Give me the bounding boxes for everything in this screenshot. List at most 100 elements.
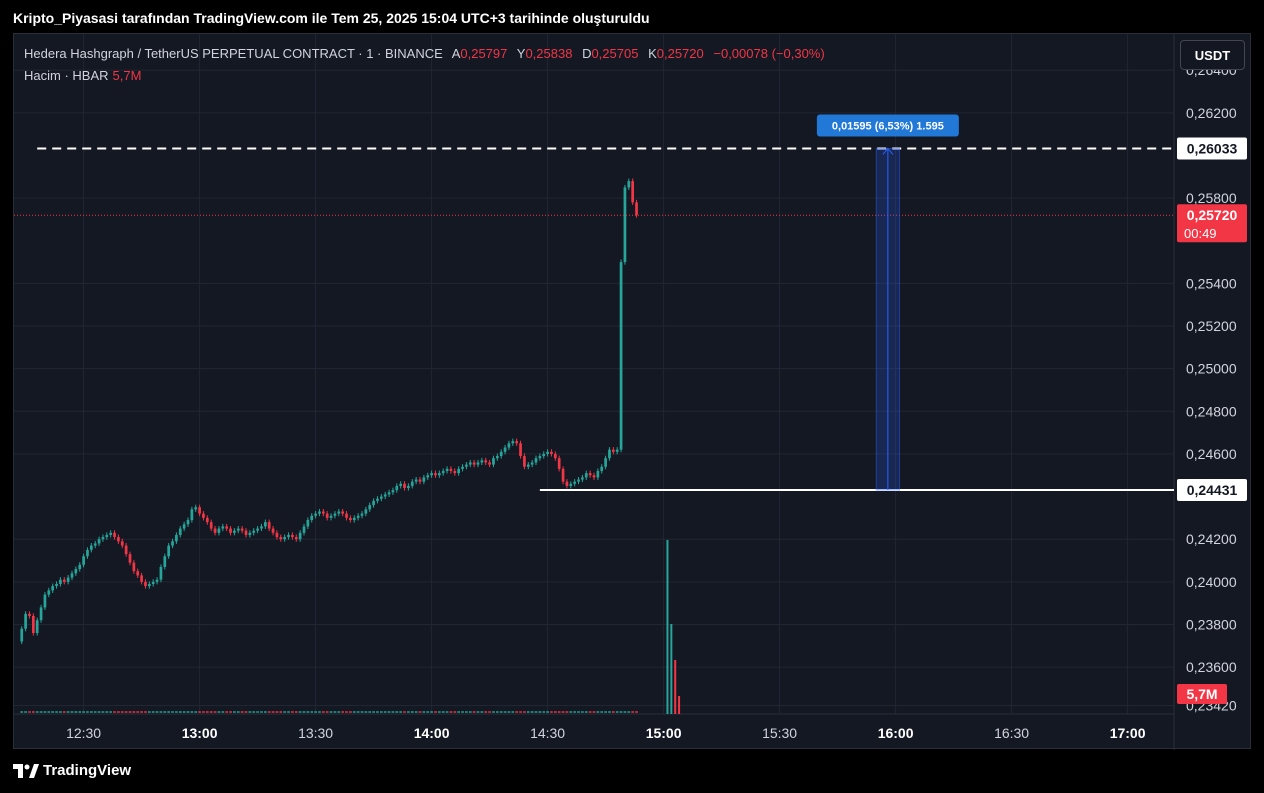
volume-bar — [151, 711, 155, 713]
volume-bar — [553, 711, 557, 713]
volume-bar — [117, 711, 120, 713]
candle-body — [298, 532, 302, 540]
candle-body — [217, 528, 221, 533]
candle-body — [546, 451, 549, 454]
candle-body — [577, 479, 580, 482]
candle-body — [225, 526, 229, 529]
close-value: 0,25720 — [656, 46, 704, 61]
volume-label[interactable]: Hacim · HBAR — [24, 68, 109, 83]
candle-body — [333, 513, 337, 516]
candle-body — [526, 464, 530, 467]
candle-body — [260, 526, 263, 529]
volume-bar — [287, 711, 290, 713]
candle-body — [550, 451, 553, 454]
open-value: 0,25797 — [460, 46, 508, 61]
candle-body — [534, 458, 538, 463]
candle-body — [542, 453, 546, 457]
candle-body — [256, 528, 259, 531]
volume-bar — [422, 711, 426, 713]
x-tick-label: 12:30 — [66, 725, 101, 741]
volume-bar — [221, 711, 225, 713]
volume-bar — [488, 711, 491, 713]
candle-body — [635, 202, 638, 216]
volume-bar — [565, 711, 569, 713]
y-tick-label: 0,23800 — [1186, 616, 1237, 632]
candle-body — [600, 466, 604, 471]
candle-body — [113, 532, 116, 538]
candle-body — [194, 507, 198, 510]
volume-bar — [472, 711, 476, 713]
y-tick-label: 0,23600 — [1186, 659, 1237, 675]
candle-body — [553, 453, 557, 459]
y-tick-label: 0,24600 — [1186, 446, 1237, 462]
candle-body — [314, 513, 317, 516]
volume-bar — [159, 711, 163, 713]
candle-body — [465, 464, 468, 467]
volume-bar — [453, 711, 457, 713]
candle-body — [155, 579, 159, 582]
volume-bar — [82, 711, 85, 713]
candle-body — [263, 522, 267, 527]
volume-bar — [519, 711, 522, 713]
volume-bar — [445, 711, 449, 713]
volume-bar — [561, 711, 565, 713]
volume-bar — [596, 711, 600, 713]
candle-body — [140, 575, 143, 582]
volume-bar — [515, 711, 519, 713]
volume-spike — [666, 540, 669, 714]
volume-bar — [132, 711, 136, 713]
volume-bar — [584, 711, 588, 713]
candle-body — [422, 477, 426, 482]
candle-body — [93, 543, 97, 546]
volume-bar — [171, 711, 174, 713]
volume-bar — [550, 711, 553, 713]
candle-body — [240, 528, 244, 531]
chart-frame[interactable]: 0,01595 (6,53%) 1.595 0,26400 0,26200 0,258… — [13, 33, 1252, 750]
volume-bar — [426, 711, 430, 713]
candle-body — [557, 458, 561, 469]
candle-body — [434, 473, 437, 476]
volume-bar — [379, 711, 383, 713]
candle-body — [631, 181, 635, 203]
candle-body — [457, 468, 461, 474]
candle-body — [109, 532, 113, 535]
candle-body — [35, 620, 39, 633]
x-tick-label: 16:00 — [878, 725, 914, 741]
volume-bar — [31, 711, 35, 713]
volume-bar — [28, 711, 31, 713]
price-chart[interactable]: 0,01595 (6,53%) 1.5950,264000,262000,258… — [14, 34, 1252, 750]
volume-bar — [120, 711, 124, 713]
candle-body — [352, 517, 356, 521]
volume-bar — [588, 711, 592, 713]
candle-body — [82, 556, 85, 565]
candle-body — [202, 513, 205, 518]
measure-label-box — [816, 114, 959, 137]
candle-body — [171, 541, 174, 546]
candle-body — [588, 473, 592, 476]
candle-body — [175, 534, 178, 542]
candle-body — [403, 483, 406, 489]
candle-body — [291, 534, 294, 538]
volume-bar — [136, 711, 140, 713]
volume-bar — [144, 711, 147, 713]
volume-bar — [546, 711, 549, 713]
candle-body — [43, 594, 47, 608]
high-label: Y — [516, 46, 526, 61]
candle-body — [147, 583, 151, 587]
x-tick-label: 17:00 — [1110, 725, 1146, 741]
volume-bar — [74, 711, 78, 713]
symbol-name[interactable]: Hedera Hashgraph / TetherUS PERPETUAL CO… — [24, 46, 443, 61]
volume-legend: Hacim · HBAR 5,7M — [24, 68, 141, 83]
tradingview-logo[interactable]: TradingView — [13, 762, 131, 779]
candle-body — [441, 470, 445, 474]
volume-bar — [217, 711, 221, 713]
volume-bar — [476, 711, 480, 713]
currency-button[interactable]: USDT — [1180, 40, 1245, 70]
candle-body — [418, 479, 422, 482]
volume-bar — [70, 711, 74, 713]
volume-bar — [619, 711, 623, 713]
volume-bar — [321, 711, 325, 713]
volume-bar — [611, 711, 615, 713]
y-tick-label: 0,26200 — [1186, 105, 1237, 121]
volume-bar — [310, 711, 314, 713]
